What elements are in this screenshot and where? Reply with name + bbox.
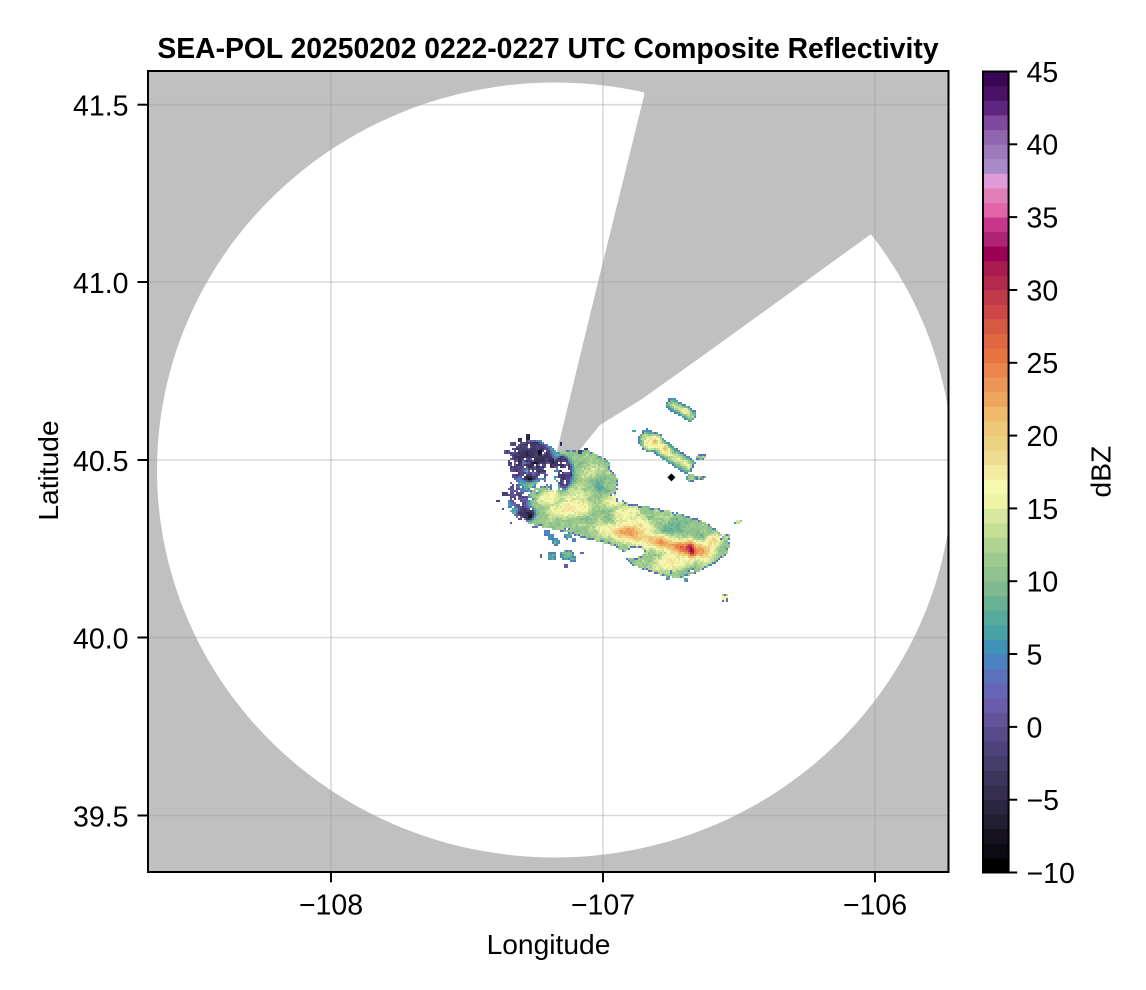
svg-text:−10: −10 <box>1027 858 1075 890</box>
svg-text:10: 10 <box>1027 567 1059 599</box>
svg-text:39.5: 39.5 <box>73 801 128 833</box>
svg-text:−107: −107 <box>571 890 635 922</box>
svg-text:41.0: 41.0 <box>73 268 128 300</box>
svg-text:dBZ: dBZ <box>1085 446 1117 498</box>
svg-text:−106: −106 <box>843 890 907 922</box>
svg-text:−108: −108 <box>299 890 363 922</box>
svg-text:25: 25 <box>1027 348 1059 380</box>
svg-text:−5: −5 <box>1027 785 1060 817</box>
svg-text:40.5: 40.5 <box>73 446 128 478</box>
svg-text:Longitude: Longitude <box>487 928 611 960</box>
svg-text:15: 15 <box>1027 494 1059 526</box>
svg-text:41.5: 41.5 <box>73 91 128 123</box>
svg-text:0: 0 <box>1027 712 1043 744</box>
svg-text:40: 40 <box>1027 130 1059 162</box>
svg-text:35: 35 <box>1027 203 1059 235</box>
svg-text:20: 20 <box>1027 421 1059 453</box>
svg-text:45: 45 <box>1027 57 1059 89</box>
svg-text:40.0: 40.0 <box>73 623 128 655</box>
svg-text:30: 30 <box>1027 275 1059 307</box>
svg-text:5: 5 <box>1027 639 1043 671</box>
svg-text:Latitude: Latitude <box>32 420 64 520</box>
svg-text:SEA-POL 20250202 0222-0227 UTC: SEA-POL 20250202 0222-0227 UTC Composite… <box>157 32 938 64</box>
